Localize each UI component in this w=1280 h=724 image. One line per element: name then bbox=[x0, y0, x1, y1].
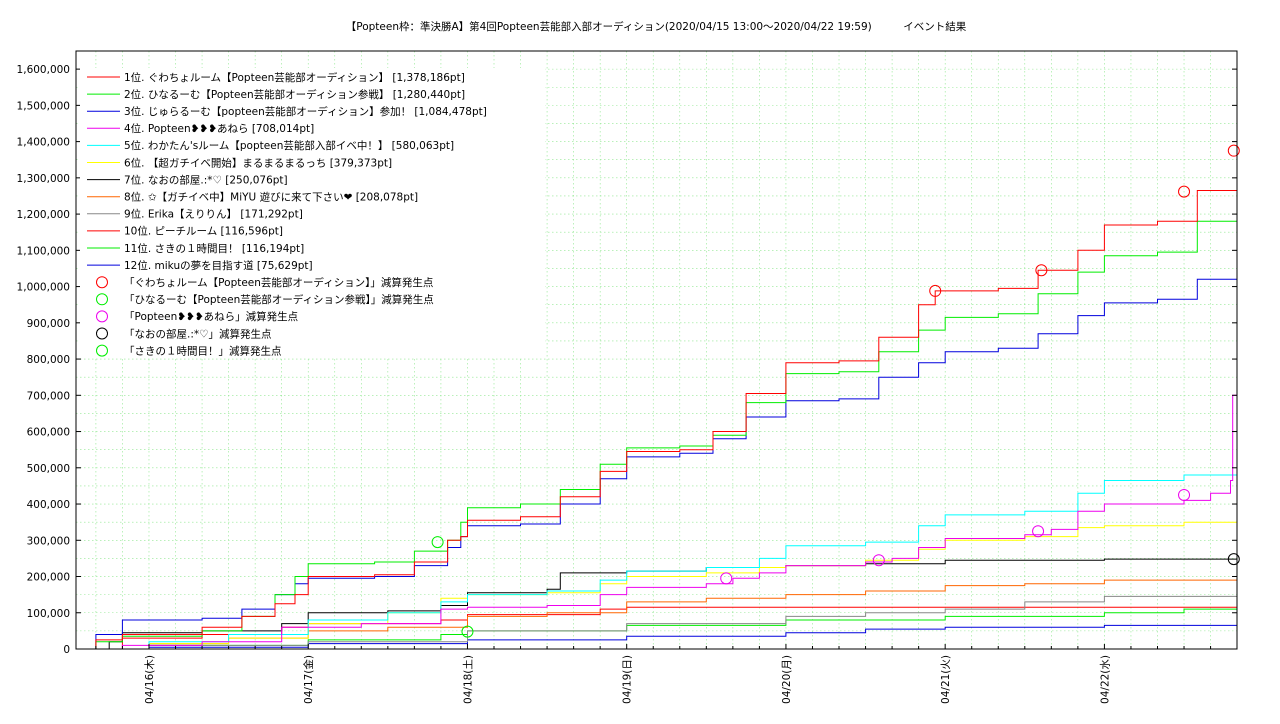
chart-title: 【Popteen枠：準決勝A】第4回Popteen芸能部入部オーディション(20… bbox=[346, 20, 967, 33]
legend: 1位. ぐわちょルーム【Popteen芸能部オーディション】 [1,378,18… bbox=[87, 71, 487, 357]
legend-label: 9位. Erika【えりりん】 [171,292pt] bbox=[124, 208, 303, 221]
y-tick-label: 500,000 bbox=[27, 463, 70, 475]
y-tick-label: 200,000 bbox=[27, 572, 70, 584]
series-line bbox=[76, 149, 1238, 650]
penalty-marker bbox=[720, 572, 733, 585]
legend-label: 「ぐわちょルーム【Popteen芸能部オーディション】」減算発生点 bbox=[124, 276, 433, 289]
y-tick-label: 600,000 bbox=[27, 427, 70, 439]
x-tick-label: 04/22(水) bbox=[1099, 655, 1111, 704]
penalty-marker bbox=[1178, 185, 1191, 198]
y-tick-label: 1,300,000 bbox=[17, 173, 70, 185]
y-tick-label: 300,000 bbox=[27, 535, 70, 547]
legend-label: 「Popteen❥❥❥あねら」減算発生点 bbox=[124, 310, 298, 323]
x-tick-label: 04/18(土) bbox=[461, 655, 474, 704]
legend-label: 1位. ぐわちょルーム【Popteen芸能部オーディション】 [1,378,18… bbox=[124, 71, 465, 84]
y-tick-label: 900,000 bbox=[27, 318, 70, 330]
x-tick-label: 04/21(火) bbox=[940, 655, 952, 704]
penalty-marker bbox=[929, 284, 942, 297]
legend-swatch-marker bbox=[96, 276, 108, 289]
legend-swatch-marker bbox=[96, 327, 108, 340]
legend-label: 5位. わかたん'sルーム【popteen芸能部入部イベ中！】 [580,063… bbox=[124, 139, 454, 152]
legend-label: 11位. さきの１時間目！ [116,194pt] bbox=[124, 242, 304, 255]
legend-swatch-marker bbox=[96, 310, 108, 323]
series-line bbox=[76, 438, 1238, 650]
y-tick-label: 800,000 bbox=[27, 354, 70, 366]
penalty-marker bbox=[1227, 144, 1240, 157]
legend-swatch-marker bbox=[96, 293, 108, 306]
legend-label: 8位. ✩【ガチイベ中】MiYU 遊びに来て下さい❤ [208,078pt] bbox=[124, 191, 418, 204]
y-tick-label: 0 bbox=[63, 644, 70, 656]
legend-label: 3位. じゅらるーむ【popteen芸能部オーディション】参加！ [1,084,… bbox=[124, 105, 487, 118]
penalty-marker bbox=[1035, 264, 1048, 277]
penalty-marker bbox=[872, 554, 885, 567]
y-tick-label: 400,000 bbox=[27, 499, 70, 511]
y-tick-label: 100,000 bbox=[27, 608, 70, 620]
series-line bbox=[76, 392, 1238, 650]
y-tick-label: 1,500,000 bbox=[17, 100, 70, 112]
legend-label: 「なおの部屋.:*♡」減算発生点 bbox=[124, 327, 272, 340]
y-tick-label: 1,600,000 bbox=[17, 64, 70, 76]
penalty-marker bbox=[1178, 488, 1191, 501]
penalty-marker bbox=[1227, 553, 1240, 566]
legend-background bbox=[80, 68, 545, 358]
legend-label: 「ひなるーむ【Popteen芸能部オーディション参戦】」減算発生点 bbox=[124, 293, 434, 306]
y-tick-label: 1,400,000 bbox=[17, 137, 70, 149]
legend-label: 4位. Popteen❥❥❥あねら [708,014pt] bbox=[124, 122, 314, 135]
x-tick-label: 04/19(日) bbox=[622, 655, 634, 704]
x-tick-label: 04/16(木) bbox=[144, 655, 156, 704]
penalty-marker bbox=[1032, 525, 1045, 538]
legend-label: 6位. 【超ガチイベ開始】まるまるまるっち [379,373pt] bbox=[124, 156, 392, 169]
y-tick-label: 1,200,000 bbox=[17, 209, 70, 221]
legend-label: 2位. ひなるーむ【Popteen芸能部オーディション参戦】 [1,280,44… bbox=[124, 88, 465, 101]
axis-layer: 0 100,000 200,000 300,000 400,000 500,000 600,… bbox=[17, 64, 1237, 704]
legend-label: 12位. mikuの夢を目指す道 [75,629pt] bbox=[124, 259, 313, 272]
penalty-marker bbox=[431, 536, 444, 549]
legend-label: 7位. なおの部屋.:*♡ [250,076pt] bbox=[124, 173, 288, 186]
penalty-marker bbox=[461, 625, 474, 638]
legend-label: 10位. ピーチルーム [116,596pt] bbox=[124, 225, 283, 238]
x-tick-label: 04/20(月) bbox=[781, 655, 793, 704]
marker-layer bbox=[431, 144, 1240, 638]
plot-frame bbox=[75, 50, 1238, 650]
y-tick-label: 1,100,000 bbox=[17, 245, 70, 257]
legend-swatch-marker bbox=[96, 344, 108, 357]
x-tick-label: 04/17(金) bbox=[302, 655, 315, 704]
y-tick-label: 1,000,000 bbox=[17, 282, 70, 294]
y-tick-label: 700,000 bbox=[27, 390, 70, 402]
legend-label: 「さきの１時間目！」減算発生点 bbox=[124, 344, 282, 357]
